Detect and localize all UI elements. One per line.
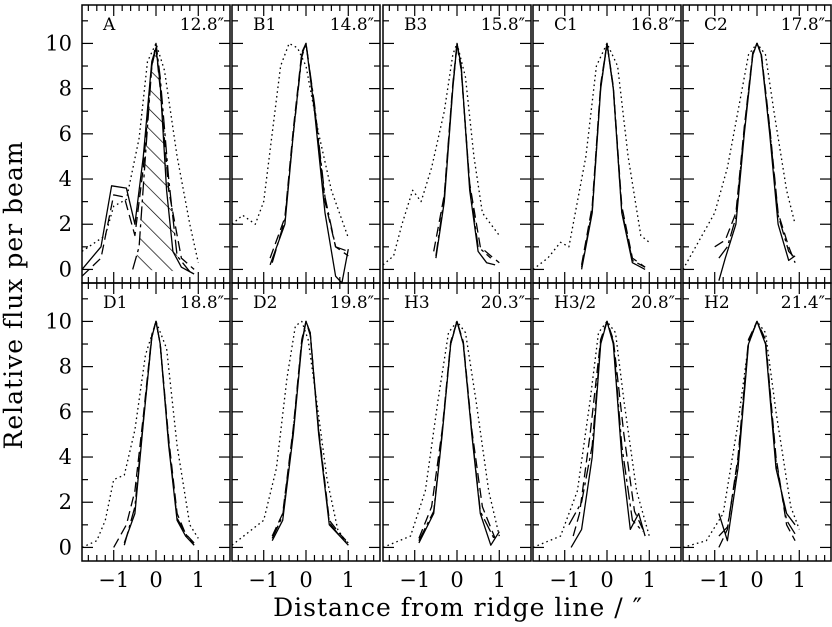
panel-value: 18.8″ <box>180 293 224 313</box>
panel-h3-2: −1 0 1 H3/2 20.8″ <box>532 282 682 592</box>
series-line-dashdot <box>568 320 644 533</box>
series-line-dashdot <box>435 45 492 259</box>
y-tick-label: 8 <box>59 355 72 379</box>
series-line-dotted <box>382 320 500 549</box>
series-line-dashdot <box>271 42 349 263</box>
x-tick-label: 0 <box>750 568 763 592</box>
series-line-dotted <box>231 320 349 546</box>
panel-label: B1 <box>253 15 276 35</box>
series-line-dashed <box>580 42 646 268</box>
panel-c2: C2 17.8″ <box>682 4 832 284</box>
series-line-dotted <box>532 42 650 270</box>
panel-a: 0 2 4 6 8 10 A 12.8″ <box>45 4 231 284</box>
series-line-solid <box>718 42 796 281</box>
x-tick-label: 0 <box>450 568 463 592</box>
x-tick-label: 1 <box>793 568 806 592</box>
x-tick-label: 1 <box>342 568 355 592</box>
panel-value: 16.8″ <box>631 15 675 35</box>
y-tick-label: 6 <box>59 122 72 146</box>
series-line-dashed <box>81 47 195 277</box>
y-tick-label: 0 <box>59 257 72 281</box>
x-tick-label: −1 <box>98 568 129 592</box>
panel-value: 12.8″ <box>180 15 224 35</box>
panel-label: C1 <box>554 15 578 35</box>
y-tick-label: 2 <box>59 212 72 236</box>
series-line-dashed <box>113 320 195 548</box>
x-tick-label: 1 <box>493 568 506 592</box>
x-tick-label: 1 <box>643 568 656 592</box>
panel-label: H3/2 <box>554 293 596 313</box>
x-axis-title: Distance from ridge line / ″ <box>273 593 643 622</box>
x-tick-label: 1 <box>192 568 205 592</box>
panel-b1: B1 14.8″ <box>231 4 381 284</box>
panel-label: D1 <box>103 293 127 313</box>
series-line-dotted <box>682 42 796 270</box>
series-line-dashdot <box>132 42 191 273</box>
x-tick-label: 0 <box>600 568 613 592</box>
series-line-dashdot <box>718 320 796 537</box>
series-line-solid <box>580 42 646 270</box>
y-tick-label: 4 <box>59 445 72 469</box>
y-tick-label: 10 <box>45 309 72 333</box>
y-tick-label: 0 <box>59 535 72 559</box>
panel-label: H3 <box>404 293 430 313</box>
series-line-dashed <box>718 320 796 548</box>
series-line-dashed <box>269 42 349 259</box>
beam-hatch <box>132 43 190 272</box>
panel-frame <box>682 4 832 284</box>
series-line-dashdot <box>123 320 195 546</box>
series-line-dotted <box>682 320 800 549</box>
series-line-dashed <box>418 320 496 539</box>
panel-h3: −1 0 1 H3 20.3″ <box>382 282 532 592</box>
series-line-dotted <box>231 42 349 239</box>
panel-frame <box>532 282 682 562</box>
series-line-dotted <box>81 320 199 548</box>
panel-label: C2 <box>704 15 728 35</box>
panel-b3: B3 15.8″ <box>382 4 532 284</box>
y-tick-label: 10 <box>45 31 72 55</box>
panel-value: 20.8″ <box>631 293 675 313</box>
panel-label: B3 <box>404 15 427 35</box>
y-tick-label: 8 <box>59 77 72 101</box>
series-line-dashed <box>572 320 644 537</box>
series-line-dotted <box>532 320 650 549</box>
panel-d1: 0 2 4 6 8 10 −1 0 1 D1 18.8″ <box>45 282 231 592</box>
y-tick-label: 2 <box>59 490 72 514</box>
series-line-dashdot <box>271 320 349 544</box>
panel-value: 20.3″ <box>481 293 525 313</box>
panel-frame <box>682 282 832 562</box>
panel-h2: −1 0 1 H2 21.4″ <box>682 282 832 592</box>
panel-value: 19.8″ <box>330 293 374 313</box>
x-tick-label: −1 <box>699 568 730 592</box>
series-line-dotted <box>382 42 500 266</box>
panel-value: 14.8″ <box>330 15 374 35</box>
panel-label: D2 <box>253 293 277 313</box>
series-line-dashed <box>433 42 500 264</box>
series-line-solid <box>418 320 500 546</box>
panel-d2: −1 0 1 D2 19.8″ <box>231 282 381 592</box>
x-tick-label: 0 <box>149 568 162 592</box>
panel-c1: C1 16.8″ <box>532 4 682 284</box>
y-axis-title: Relative flux per beam <box>0 141 28 450</box>
x-tick-label: −1 <box>248 568 279 592</box>
x-tick-label: −1 <box>549 568 580 592</box>
panel-label: A <box>102 15 116 35</box>
y-tick-label: 6 <box>59 400 72 424</box>
series-line-solid <box>570 320 646 548</box>
panel-value: 17.8″ <box>781 15 825 35</box>
series-line-dashdot <box>718 42 796 259</box>
x-tick-label: −1 <box>399 568 430 592</box>
series-line-dashdot <box>580 42 646 268</box>
series-line-dotted <box>81 42 199 263</box>
series-line-solid <box>81 47 195 275</box>
panel-value: 21.4″ <box>781 293 825 313</box>
x-tick-label: 0 <box>299 568 312 592</box>
y-tick-label: 4 <box>59 167 72 191</box>
panel-label: H2 <box>704 293 730 313</box>
panel-frame <box>382 282 532 562</box>
panel-value: 15.8″ <box>481 15 525 35</box>
series-line-dashdot <box>418 320 496 541</box>
